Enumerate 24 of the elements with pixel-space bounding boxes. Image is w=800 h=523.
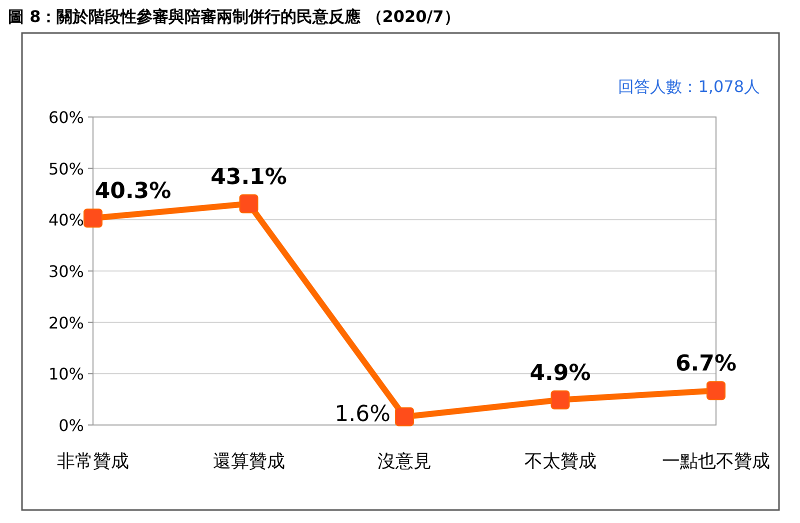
x-tick-label: 還算贊成 [212, 451, 285, 472]
y-tick-label: 40% [48, 210, 84, 230]
y-tick-label: 50% [48, 159, 84, 178]
y-tick-label: 60% [48, 108, 84, 127]
point [550, 390, 570, 410]
point [706, 381, 726, 400]
text: 40.3% [94, 179, 172, 204]
point [395, 407, 414, 426]
text: 4.9% [530, 360, 591, 386]
x-tick-label: 沒意見 [378, 451, 432, 472]
point [84, 208, 102, 228]
y-tick-label: 10% [48, 364, 84, 384]
text: 回答人數：1,078人 [618, 77, 760, 96]
text: 6.7% [675, 352, 737, 377]
x-tick-label: 非常贊成 [57, 451, 129, 472]
y-tick-label: 20% [48, 313, 84, 332]
text: 1.6% [334, 402, 390, 427]
y-tick-label: 0% [58, 416, 84, 435]
x-tick-label: 一點也不贊成 [662, 451, 770, 472]
point [239, 194, 258, 214]
chart-title: 圖 8：關於階段性參審與陪審兩制併行的民意反應 （2020/7） [8, 7, 460, 26]
text: 43.1% [210, 164, 287, 190]
x-tick-label: 不太贊成 [524, 451, 596, 472]
y-tick-label: 30% [48, 262, 84, 281]
